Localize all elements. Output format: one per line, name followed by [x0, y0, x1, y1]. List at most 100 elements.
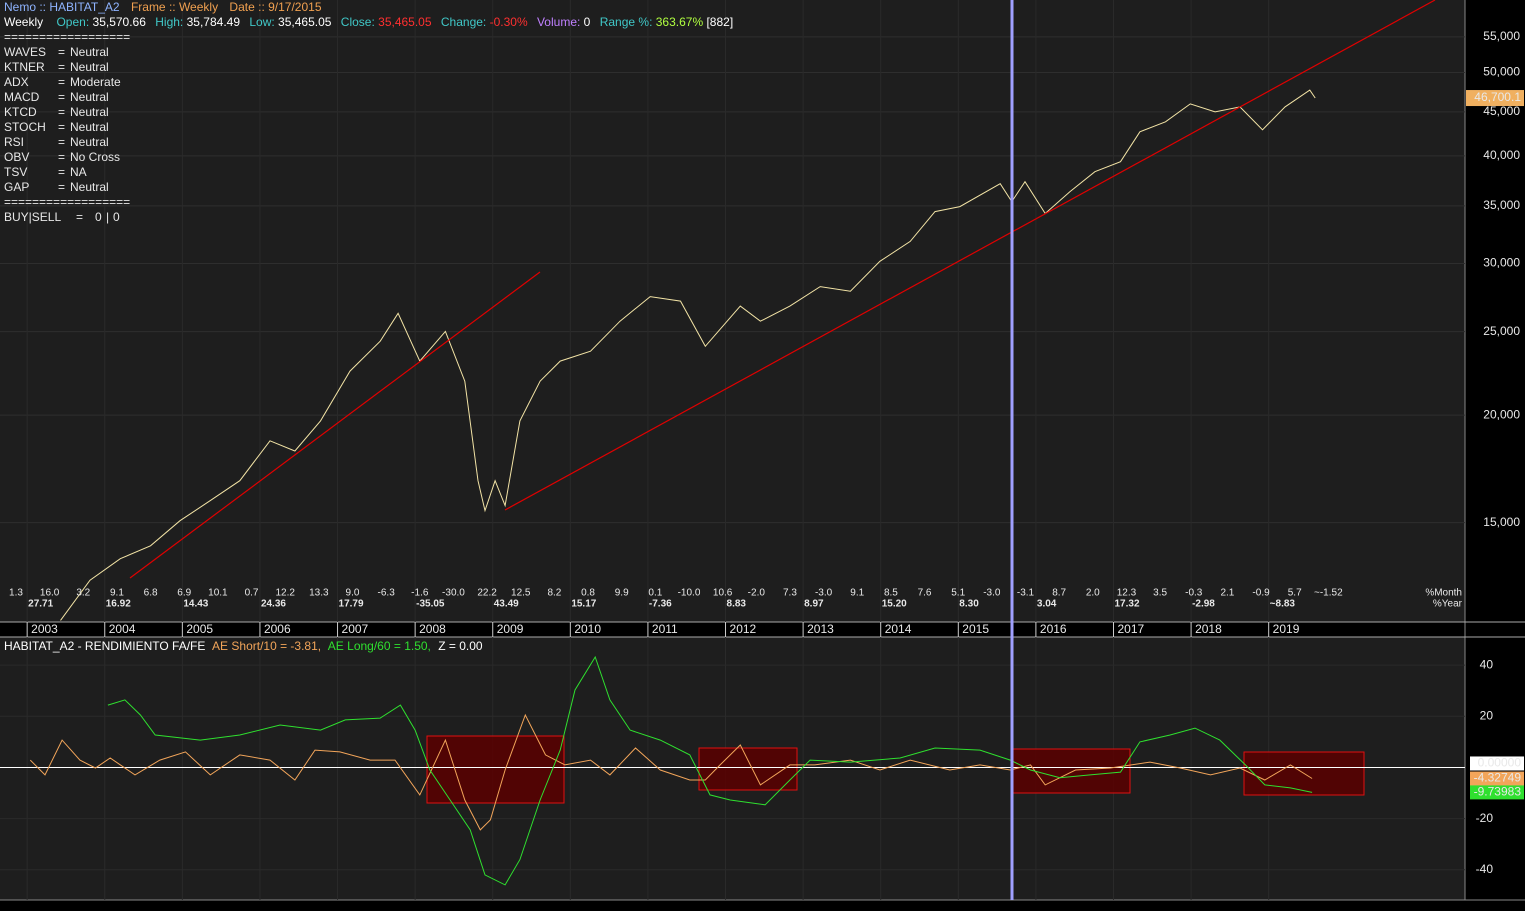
month-return: 0.8: [581, 588, 595, 599]
x-tick-label: 2009: [497, 622, 524, 636]
volume: 0: [584, 15, 591, 29]
month-return: 16.0: [40, 588, 60, 599]
line-series: [107, 655, 1313, 886]
indicator-eq: =: [58, 105, 65, 119]
indicator-name: STOCH: [4, 120, 46, 134]
indicator-status: Neutral: [70, 135, 109, 149]
year-return: 8.30: [959, 599, 979, 610]
indicator-status: Neutral: [70, 90, 109, 104]
signal-name: BUY|SELL: [4, 210, 61, 224]
x-tick-label: 2013: [807, 622, 834, 636]
indicator-eq: =: [58, 135, 65, 149]
indicator-name: KTNER: [4, 60, 45, 74]
x-tick-label: 2018: [1195, 622, 1222, 636]
year-return: 16.92: [106, 599, 131, 610]
month-return: 9.1: [110, 588, 124, 599]
price-panel: [0, 0, 1465, 622]
month-return: -0.3: [1185, 588, 1203, 599]
frame: Frame :: Weekly: [131, 0, 218, 14]
month-return: 8.2: [547, 588, 561, 599]
month-return: 9.0: [346, 588, 360, 599]
indicator-name: ADX: [4, 75, 29, 89]
year-return-label: %Year: [1433, 599, 1463, 610]
year-return: 8.97: [804, 599, 824, 610]
legend-entry: AE Long/60 = 1.50,: [328, 639, 431, 653]
legend-entry: AE Short/10 = -3.81,: [212, 639, 321, 653]
month-return: 8.5: [884, 588, 898, 599]
month-return-label: %Month: [1425, 588, 1462, 599]
year-return: 15.17: [571, 599, 596, 610]
header-line: Nemo :: HABITAT_A2 Frame :: Weekly Date …: [4, 0, 322, 14]
y-tick-label: 35,000: [1483, 198, 1520, 212]
close-label: Close:: [341, 15, 375, 29]
month-return: ~-1.52: [1314, 588, 1343, 599]
x-tick-label: 2008: [419, 622, 446, 636]
x-tick-label: 2014: [885, 622, 912, 636]
change: -0.30%: [490, 15, 528, 29]
high-label: High:: [155, 15, 183, 29]
month-return: 0.7: [245, 588, 259, 599]
y-tick-label: 25,000: [1483, 324, 1520, 338]
last-value-box: [1470, 756, 1524, 771]
year-return: 43.49: [494, 599, 519, 610]
indicator-name: OBV: [4, 150, 29, 164]
x-tick-label: 2015: [962, 622, 989, 636]
month-return: 7.3: [783, 588, 797, 599]
line-series: [60, 89, 1316, 621]
x-tick-label: 2012: [730, 622, 757, 636]
indicator-eq: =: [58, 60, 65, 74]
month-return: 1.3: [9, 588, 23, 599]
year-return: 17.79: [339, 599, 364, 610]
year-return: -35.05: [416, 599, 445, 610]
year-return: 14.43: [183, 599, 208, 610]
change-label: Change:: [441, 15, 486, 29]
indicator-status: Neutral: [70, 60, 109, 74]
x-tick-label: 2019: [1273, 622, 1300, 636]
indicator-status: Neutral: [70, 180, 109, 194]
indicator-eq: =: [58, 165, 65, 179]
x-tick-label: 2017: [1117, 622, 1144, 636]
y-tick-label: 50,000: [1483, 65, 1520, 79]
range: 363.67%: [656, 15, 704, 29]
month-return: 3.5: [1153, 588, 1167, 599]
indicator-status: Neutral: [70, 105, 109, 119]
month-return: -3.1: [1017, 588, 1035, 599]
indicator-name: TSV: [4, 165, 27, 179]
month-return: 3.2: [76, 588, 90, 599]
reference-label: 0.00000: [1478, 756, 1522, 770]
low: 35,465.05: [278, 15, 332, 29]
last-value-box: [1470, 771, 1524, 786]
indicator-eq: =: [58, 180, 65, 194]
range-label: Range %:: [600, 15, 653, 29]
symbol: Nemo :: HABITAT_A2: [4, 0, 120, 14]
last-value-box: [1470, 785, 1524, 800]
month-return: 13.3: [309, 588, 329, 599]
x-tick-label: 2003: [31, 622, 58, 636]
indicator-eq: =: [58, 75, 65, 89]
indicator-name: MACD: [4, 90, 40, 104]
indicator-status: Neutral: [70, 45, 109, 59]
y-tick-label: 15,000: [1483, 515, 1520, 529]
year-return: 3.04: [1037, 599, 1057, 610]
highlight-box: [1012, 748, 1131, 794]
indicator-eq: =: [58, 120, 65, 134]
month-return: -6.3: [378, 588, 396, 599]
year-return: -2.98: [1192, 599, 1215, 610]
separator: ==================: [4, 30, 130, 44]
year-return: 8.83: [727, 599, 747, 610]
x-tick-label: 2006: [264, 622, 291, 636]
open: 35,570.66: [93, 15, 147, 29]
y-tick-label: 40: [1480, 657, 1494, 671]
line-series: [29, 713, 1313, 831]
y-tick-label: 20: [1480, 708, 1494, 722]
highlight-box: [698, 747, 798, 791]
month-return: 9.1: [850, 588, 864, 599]
month-return: -2.0: [748, 588, 766, 599]
high: 35,784.49: [187, 15, 241, 29]
signal-sep: |: [106, 210, 109, 224]
indicator-status: Moderate: [70, 75, 121, 89]
indicator-name: GAP: [4, 180, 29, 194]
legend-entry: Z = 0.00: [438, 639, 483, 653]
indicator-name: KTCD: [4, 105, 37, 119]
